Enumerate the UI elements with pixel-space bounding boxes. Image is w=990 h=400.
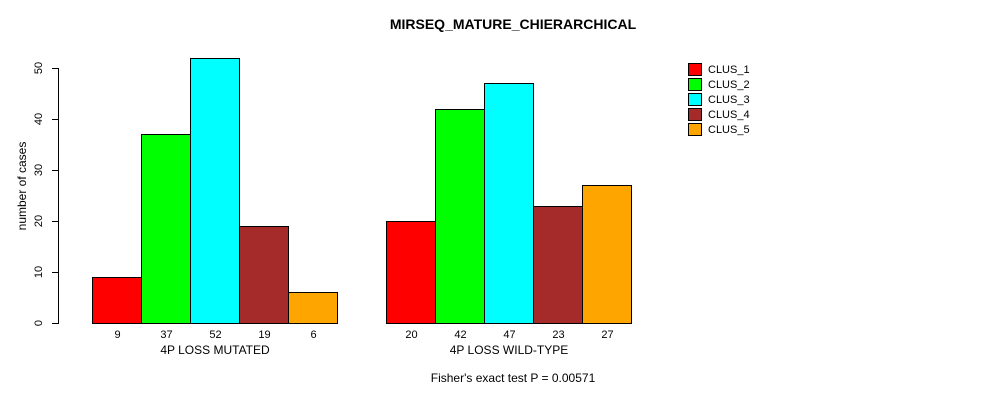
x-group-label: 4P LOSS WILD-TYPE xyxy=(449,343,569,357)
legend-item-clus_1: CLUS_1 xyxy=(688,62,750,77)
y-axis-tick-label: 40 xyxy=(33,112,45,126)
y-axis-line xyxy=(58,68,59,324)
bar-value-label: 27 xyxy=(601,329,614,341)
bar-clus_1-group2 xyxy=(386,221,436,324)
bar-clus_3-group1 xyxy=(190,58,240,324)
y-axis-tick xyxy=(52,323,59,324)
legend-swatch xyxy=(688,93,702,106)
statistical-test-annotation: Fisher's exact test P = 0.00571 xyxy=(430,371,596,385)
legend-item-clus_3: CLUS_3 xyxy=(688,92,750,107)
bar-clus_4-group1 xyxy=(239,226,289,324)
legend-swatch xyxy=(688,123,702,136)
bar-clus_3-group2 xyxy=(484,83,534,324)
bar-clus_2-group2 xyxy=(435,109,485,324)
legend-label: CLUS_4 xyxy=(708,108,750,121)
legend-swatch xyxy=(688,108,702,121)
y-axis-tick xyxy=(52,221,59,222)
y-axis-tick-label: 20 xyxy=(33,214,45,228)
y-axis-tick xyxy=(52,272,59,273)
bar-value-label: 6 xyxy=(310,329,317,341)
legend-label: CLUS_2 xyxy=(708,78,750,91)
y-axis-tick-label: 0 xyxy=(33,319,45,327)
bar-value-label: 47 xyxy=(503,329,516,341)
legend-item-clus_4: CLUS_4 xyxy=(688,107,750,122)
y-axis-tick xyxy=(52,119,59,120)
y-axis-tick xyxy=(52,68,59,69)
legend-label: CLUS_3 xyxy=(708,93,750,106)
y-axis-tick-label: 30 xyxy=(33,163,45,177)
bar-value-label: 37 xyxy=(160,329,173,341)
bar-value-label: 52 xyxy=(209,329,222,341)
chart-title: MIRSEQ_MATURE_CHIERARCHICAL xyxy=(389,16,637,32)
bar-clus_5-group1 xyxy=(288,292,338,324)
bar-value-label: 9 xyxy=(114,329,121,341)
bar-value-label: 42 xyxy=(454,329,467,341)
x-group-label: 4P LOSS MUTATED xyxy=(160,343,270,357)
bar-clus_4-group2 xyxy=(533,206,583,324)
y-axis-tick xyxy=(52,170,59,171)
bar-value-label: 20 xyxy=(405,329,418,341)
legend-swatch xyxy=(688,78,702,91)
legend: CLUS_1 CLUS_2 CLUS_3 CLUS_4 CLUS_5 xyxy=(688,62,750,137)
legend-label: CLUS_1 xyxy=(708,63,750,76)
legend-swatch xyxy=(688,63,702,76)
bar-value-label: 23 xyxy=(552,329,565,341)
legend-item-clus_2: CLUS_2 xyxy=(688,77,750,92)
legend-item-clus_5: CLUS_5 xyxy=(688,122,750,137)
bar-clus_2-group1 xyxy=(141,134,191,324)
bar-clus_5-group2 xyxy=(582,185,632,324)
y-axis-tick-label: 50 xyxy=(33,61,45,75)
y-axis-label: number of cases xyxy=(15,141,29,231)
legend-label: CLUS_5 xyxy=(708,123,750,136)
bar-clus_1-group1 xyxy=(92,277,142,324)
y-axis-tick-label: 10 xyxy=(33,265,45,279)
bar-value-label: 19 xyxy=(258,329,271,341)
